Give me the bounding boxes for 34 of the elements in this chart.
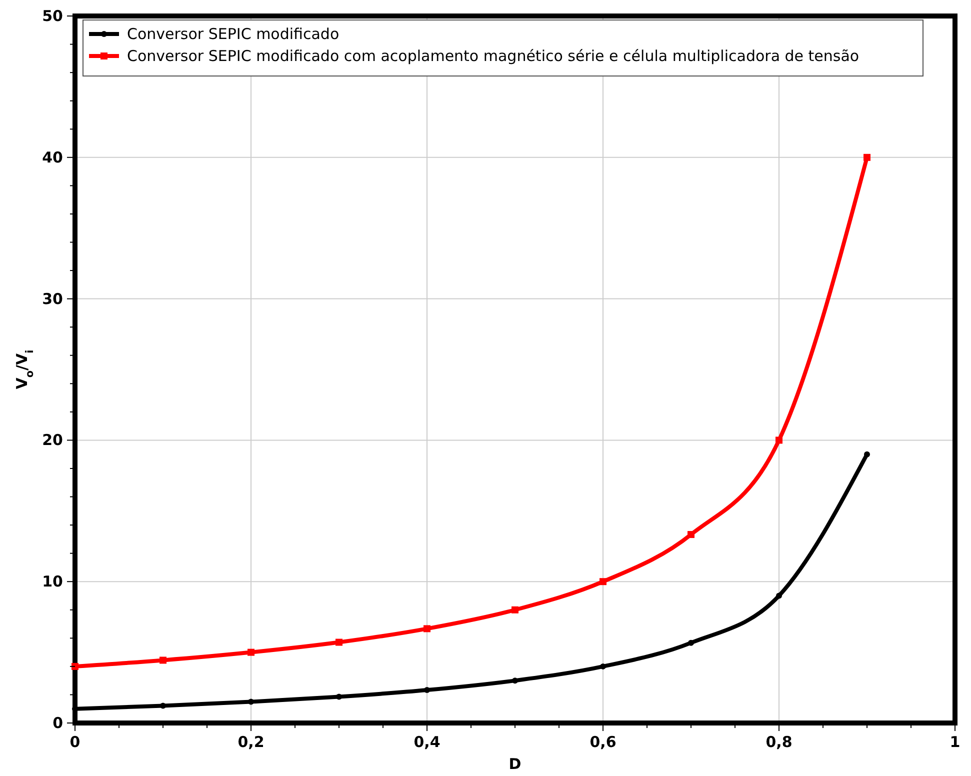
point — [160, 702, 166, 709]
y-tick-label: 30 — [42, 290, 63, 308]
point — [160, 656, 166, 664]
legend-label: Conversor SEPIC modificado com acoplamento magnético série e célula multiplicadora de tensão — [127, 47, 860, 65]
point — [600, 663, 606, 670]
point — [688, 531, 694, 538]
y-tick-label: 0 — [52, 714, 63, 732]
x-tick-label: 0,4 — [414, 733, 440, 751]
x-tick-label: 0 — [70, 733, 80, 751]
x-tick-label: 0,6 — [590, 733, 616, 751]
point — [72, 662, 78, 670]
point — [688, 640, 694, 646]
point — [248, 648, 254, 656]
point — [512, 606, 518, 614]
y-tick-label: 50 — [42, 7, 63, 25]
y-tick-label: 20 — [42, 431, 63, 450]
point — [600, 578, 606, 586]
point — [864, 451, 870, 458]
point — [424, 625, 430, 632]
x-axis-title: D — [508, 755, 522, 773]
y-tick-label: 40 — [42, 148, 63, 166]
point — [776, 436, 782, 444]
point — [248, 698, 254, 705]
x-tick-label: 1 — [950, 733, 960, 751]
point — [424, 687, 430, 694]
y-tick-label: 10 — [42, 572, 63, 591]
x-tick-label: 0,8 — [766, 733, 792, 751]
point — [336, 638, 342, 646]
legend-label: Conversor SEPIC modificado — [127, 25, 340, 43]
x-tick-label: 0,2 — [238, 733, 264, 751]
point — [512, 678, 518, 684]
point — [864, 154, 870, 161]
point — [776, 592, 782, 599]
point — [336, 694, 342, 700]
